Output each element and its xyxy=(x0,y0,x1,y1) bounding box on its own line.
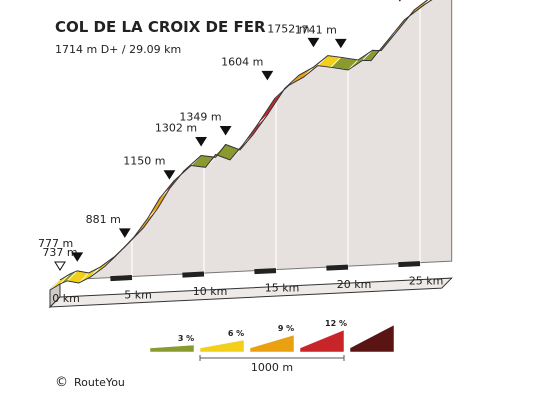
gradient-band xyxy=(49,0,433,291)
km-tick-label: 10 km xyxy=(193,285,228,298)
elevation-marker xyxy=(71,252,84,262)
elevation-label: 1741 m xyxy=(295,23,337,36)
km-markers: 0 km 5 km 10 km 15 km 20 km 25 km xyxy=(52,5,444,305)
copyright-icon: © xyxy=(55,375,68,390)
legend-label: 6 % xyxy=(228,329,244,338)
chart-subtitle: 1714 m D+ / 29.09 km xyxy=(55,43,182,56)
elevation-marker xyxy=(307,37,320,48)
elevation-label: 1752 m xyxy=(267,22,309,35)
elevation-marker xyxy=(334,38,347,49)
chart-title: COL DE LA CROIX DE FER xyxy=(55,18,266,36)
elevation-label: 1150 m xyxy=(123,155,165,168)
elevation-label: 737 m xyxy=(42,246,77,259)
km-tick-label: 25 km xyxy=(409,275,444,288)
km-bar xyxy=(398,261,421,268)
elevation-label: 777 m xyxy=(38,237,73,250)
elevation-marker xyxy=(163,170,176,180)
elevation-label: 1349 m xyxy=(179,111,221,124)
credit: © RouteYou xyxy=(55,375,125,390)
legend-swatch xyxy=(199,339,245,353)
legend-swatch xyxy=(299,329,345,353)
legend-label: 3 % xyxy=(178,334,194,343)
legend-label: 12 % xyxy=(325,319,347,328)
legend-swatch xyxy=(249,334,295,353)
elevation-label: 1604 m xyxy=(221,55,263,68)
elevation-label: 1302 m xyxy=(155,121,197,134)
legend-swatch xyxy=(349,324,395,353)
elevation-marker xyxy=(261,70,274,81)
km-tick-label: 5 km xyxy=(124,289,152,302)
elevation-marker xyxy=(219,126,232,136)
profile-base-slab xyxy=(48,277,453,308)
band-bottom-edge xyxy=(49,0,433,291)
elevation-marker xyxy=(54,261,66,271)
legend-label: 9 % xyxy=(278,324,294,333)
elevation-marker xyxy=(118,228,131,238)
band-top-edge xyxy=(59,0,429,281)
km-bar xyxy=(326,264,349,271)
elevation-marker xyxy=(195,136,208,147)
gradient-legend: 3 % 6 % 9 % 12 % 1000 m xyxy=(149,319,395,374)
credit-label: RouteYou xyxy=(74,376,125,389)
km-tick-label: 20 km xyxy=(337,278,372,291)
elevation-marker xyxy=(398,0,401,2)
legend-swatch xyxy=(149,344,195,353)
legend-scale-label: 1000 m xyxy=(251,361,293,374)
km-bar xyxy=(110,275,133,282)
km-bar xyxy=(254,268,277,275)
km-tick-label: 15 km xyxy=(265,282,300,295)
km-bar xyxy=(182,271,205,278)
elevation-label: 881 m xyxy=(86,213,121,226)
km-tick-label: 0 km xyxy=(52,292,80,305)
profile-side-face xyxy=(59,0,453,281)
